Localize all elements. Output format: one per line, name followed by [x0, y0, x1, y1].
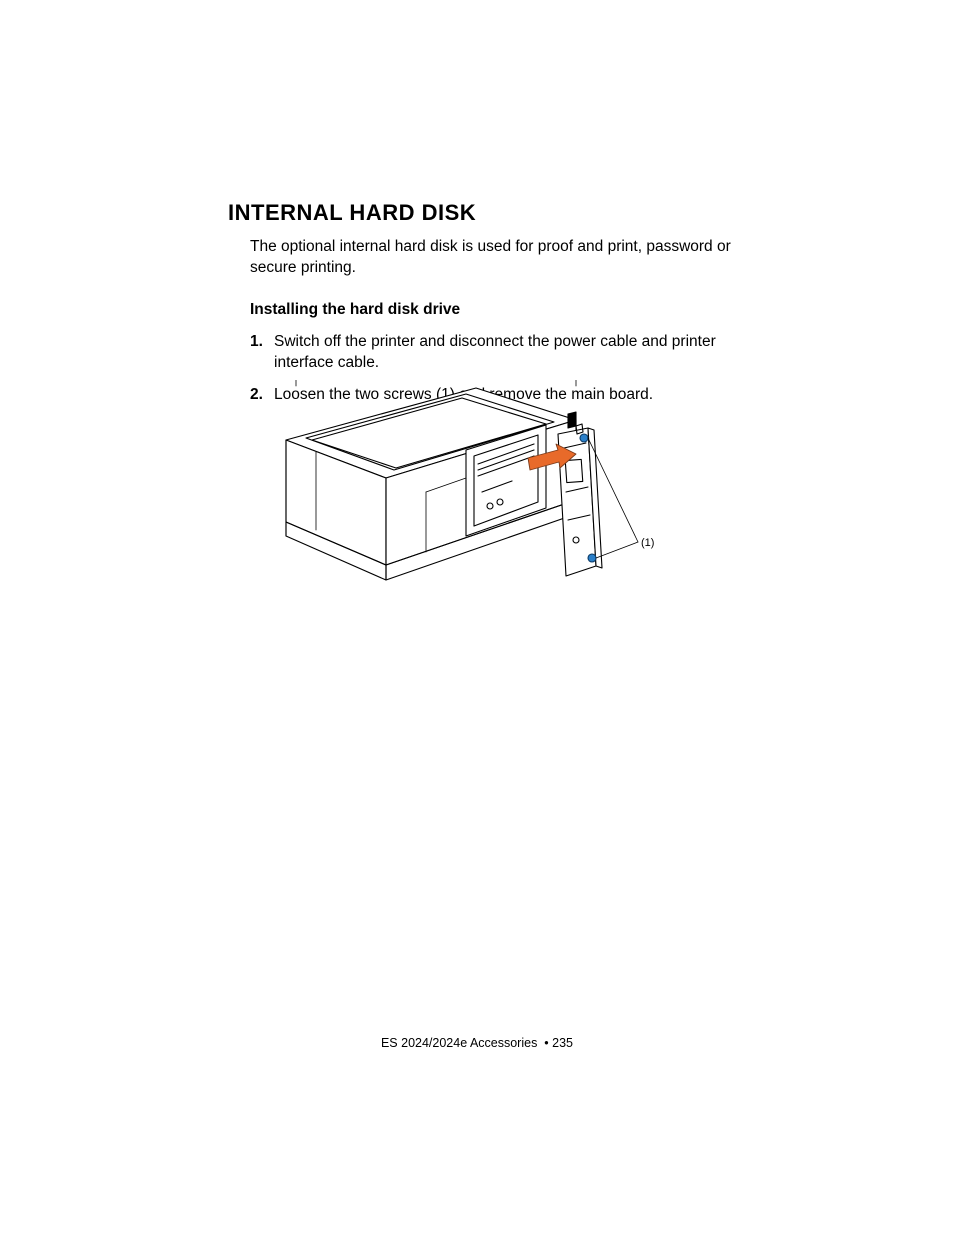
step-number: 2.: [250, 384, 274, 405]
list-item: 1. Switch off the printer and disconnect…: [250, 331, 748, 374]
section-heading: INTERNAL HARD DISK: [228, 200, 748, 226]
callout-label: (1): [641, 537, 654, 549]
intro-paragraph: The optional internal hard disk is used …: [250, 236, 748, 279]
printer-diagram: (1): [276, 380, 656, 610]
page-footer: ES 2024/2024e Accessories • 235: [0, 1036, 954, 1050]
footer-bullet: •: [544, 1036, 548, 1050]
sub-heading: Installing the hard disk drive: [250, 301, 748, 319]
footer-text: ES 2024/2024e Accessories: [381, 1036, 537, 1050]
footer-page-number: 235: [552, 1036, 573, 1050]
step-number: 1.: [250, 331, 274, 374]
step-text: Switch off the printer and disconnect th…: [274, 331, 748, 374]
